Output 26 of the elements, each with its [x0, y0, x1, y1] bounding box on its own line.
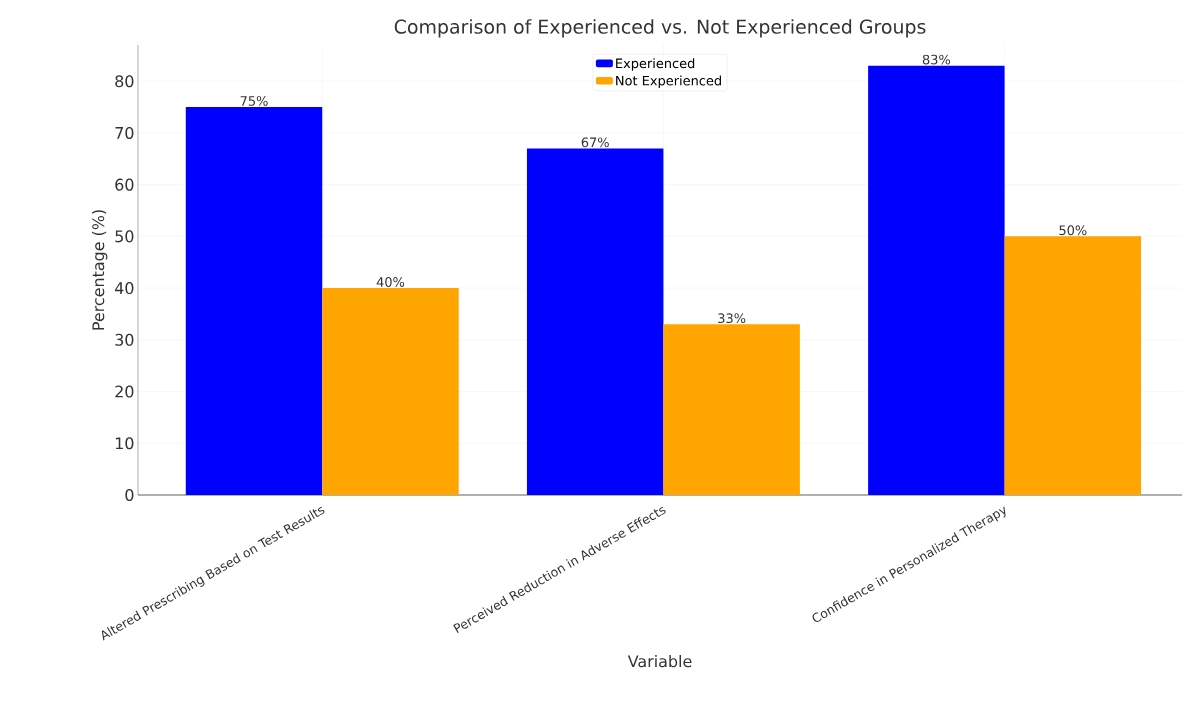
bar [322, 288, 459, 495]
data-label: 83% [922, 54, 951, 65]
bar [868, 65, 1005, 495]
y-tick-label: 30 [115, 333, 134, 346]
y-tick-label: 10 [115, 437, 134, 450]
data-label: 75% [240, 96, 268, 106]
legend-label: Not Experienced [616, 75, 721, 89]
data-label: 50% [1059, 225, 1087, 236]
data-label: 40% [376, 277, 405, 287]
bar [185, 107, 323, 495]
bar [526, 148, 664, 495]
data-label: 33% [718, 313, 746, 324]
y-tick-label: 80 [115, 75, 134, 88]
data-label: 67% [581, 137, 609, 148]
y-tick-label: 40 [114, 282, 134, 295]
y-tick-label: 50 [115, 230, 134, 243]
legend-label: Experienced [616, 58, 695, 71]
bar [1004, 236, 1142, 495]
x-axis-title: Variable [627, 654, 692, 668]
y-tick-label: 60 [115, 178, 134, 191]
chart-title: Comparison of Experienced vs. Not Experienced Groups [394, 19, 926, 38]
y-tick-label: 70 [115, 126, 134, 139]
y-tick-label: 20 [115, 385, 134, 398]
y-axis-title: Percentage (%) [91, 210, 108, 330]
y-tick-label: 0 [125, 488, 134, 502]
bar [663, 324, 800, 495]
